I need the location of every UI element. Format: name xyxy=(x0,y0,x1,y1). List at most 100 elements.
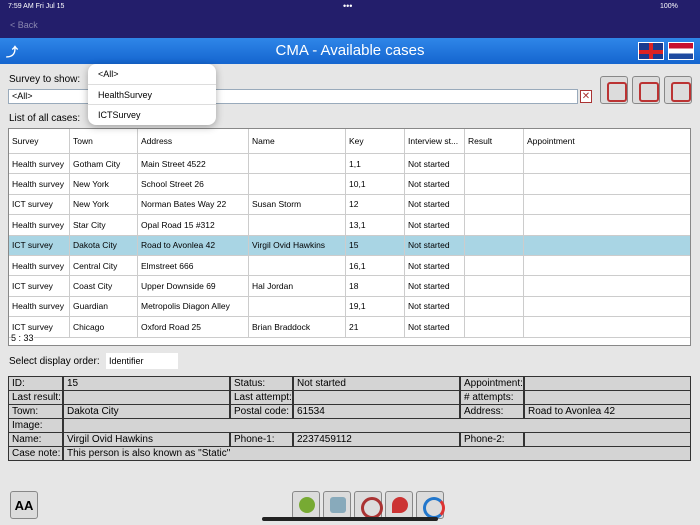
field-value xyxy=(524,376,691,391)
table-cell[interactable]: Not started xyxy=(405,194,465,216)
table-cell[interactable] xyxy=(249,215,346,236)
table-cell[interactable]: ICT survey xyxy=(9,235,70,256)
table-cell[interactable] xyxy=(465,317,524,338)
table-cell[interactable]: Dakota City xyxy=(70,235,138,256)
table-cell[interactable] xyxy=(465,256,524,277)
column-header: Address xyxy=(138,129,249,154)
action-button[interactable] xyxy=(632,76,660,104)
table-cell[interactable] xyxy=(465,215,524,236)
status-time: 7:59 AM Fri Jul 15 xyxy=(8,3,65,10)
table-cell[interactable]: Health survey xyxy=(9,256,70,277)
table-cell[interactable]: Not started xyxy=(405,215,465,236)
table-cell[interactable]: New York xyxy=(70,194,138,216)
table-cell[interactable]: Upper Downside 69 xyxy=(138,276,249,297)
table-cell[interactable]: Central City xyxy=(70,256,138,277)
table-cell[interactable]: 18 xyxy=(346,276,405,297)
table-cell[interactable]: Health survey xyxy=(9,215,70,236)
table-cell[interactable]: 16,1 xyxy=(346,256,405,277)
order-select[interactable]: Identifier xyxy=(106,353,178,369)
table-cell[interactable] xyxy=(465,174,524,195)
table-cell[interactable]: Brian Braddock xyxy=(249,317,346,338)
table-cell[interactable] xyxy=(249,174,346,195)
table-cell[interactable]: 19,1 xyxy=(346,296,405,318)
table-cell[interactable]: Opal Road 15 #312 xyxy=(138,215,249,236)
action-button[interactable] xyxy=(664,76,692,104)
table-cell[interactable]: 10,1 xyxy=(346,174,405,195)
flag-nl[interactable] xyxy=(668,42,694,60)
dropdown-option[interactable]: HealthSurvey xyxy=(88,84,216,105)
column-header: Result xyxy=(465,129,524,154)
table-cell[interactable]: 12 xyxy=(346,194,405,216)
flag-uk[interactable] xyxy=(638,42,664,60)
table-cell[interactable] xyxy=(249,296,346,318)
table-cell[interactable] xyxy=(524,317,690,338)
table-cell[interactable]: Star City xyxy=(70,215,138,236)
table-cell[interactable]: Guardian xyxy=(70,296,138,318)
table-cell[interactable] xyxy=(524,276,690,297)
table-cell[interactable] xyxy=(465,276,524,297)
table-cell[interactable] xyxy=(465,154,524,175)
clear-button[interactable]: ✕ xyxy=(580,90,592,103)
table-cell[interactable] xyxy=(465,235,524,256)
field-value: This person is also known as "Static" xyxy=(63,446,691,461)
dropdown-option[interactable]: ICTSurvey xyxy=(88,104,216,125)
table-cell[interactable] xyxy=(465,194,524,216)
table-cell[interactable]: Virgil Ovid Hawkins xyxy=(249,235,346,256)
field-label: Appointment: xyxy=(460,376,524,391)
table-cell[interactable]: ICT survey xyxy=(9,317,70,338)
menu-icon[interactable]: ⤴ xyxy=(6,45,19,59)
table-cell[interactable] xyxy=(524,235,690,256)
table-cell[interactable]: Chicago xyxy=(70,317,138,338)
table-cell[interactable]: Not started xyxy=(405,256,465,277)
action-button[interactable] xyxy=(600,76,628,104)
table-cell[interactable]: 21 xyxy=(346,317,405,338)
table-cell[interactable]: Elmstreet 666 xyxy=(138,256,249,277)
tool-button[interactable] xyxy=(354,491,383,519)
table-cell[interactable]: Metropolis Diagon Alley xyxy=(138,296,249,318)
table-cell[interactable]: Health survey xyxy=(9,174,70,195)
table-cell[interactable] xyxy=(249,256,346,277)
field-value xyxy=(293,390,460,405)
table-cell[interactable] xyxy=(524,215,690,236)
table-cell[interactable]: Not started xyxy=(405,296,465,318)
filter-value: <All> xyxy=(12,91,33,101)
table-cell[interactable]: Not started xyxy=(405,154,465,175)
tool-button[interactable] xyxy=(292,491,320,519)
table-cell[interactable]: Gotham City xyxy=(70,154,138,175)
font-button[interactable]: AA xyxy=(10,491,38,519)
table-cell[interactable]: ICT survey xyxy=(9,276,70,297)
tool-button[interactable] xyxy=(323,491,351,519)
table-cell[interactable] xyxy=(524,174,690,195)
back-button[interactable]: < Back xyxy=(10,20,38,30)
table-cell[interactable]: Not started xyxy=(405,276,465,297)
table-cell[interactable]: 1,1 xyxy=(346,154,405,175)
table-cell[interactable]: 15 xyxy=(346,235,405,256)
table-cell[interactable]: Main Street 4522 xyxy=(138,154,249,175)
table-cell[interactable] xyxy=(465,296,524,318)
table-cell[interactable]: ICT survey xyxy=(9,194,70,216)
table-cell[interactable] xyxy=(524,296,690,318)
table-cell[interactable]: Hal Jordan xyxy=(249,276,346,297)
table-cell[interactable] xyxy=(524,154,690,175)
tool-button[interactable] xyxy=(385,491,413,519)
table-cell[interactable]: 13,1 xyxy=(346,215,405,236)
dropdown-option[interactable]: <All> xyxy=(98,69,119,79)
table-cell[interactable]: New York xyxy=(70,174,138,195)
table-cell[interactable]: Not started xyxy=(405,317,465,338)
table-cell[interactable] xyxy=(249,154,346,175)
table-cell[interactable]: Coast City xyxy=(70,276,138,297)
table-cell[interactable]: Health survey xyxy=(9,154,70,175)
table-cell[interactable] xyxy=(524,256,690,277)
table-cell[interactable]: Not started xyxy=(405,174,465,195)
table-cell[interactable]: Oxford Road 25 xyxy=(138,317,249,338)
table-cell[interactable]: Susan Storm xyxy=(249,194,346,216)
table-cell[interactable]: Health survey xyxy=(9,296,70,318)
table-cell[interactable]: School Street 26 xyxy=(138,174,249,195)
table-cell[interactable]: Norman Bates Way 22 xyxy=(138,194,249,216)
tool-button[interactable] xyxy=(416,491,445,519)
table-cell[interactable]: Not started xyxy=(405,235,465,256)
order-label: Select display order: xyxy=(9,356,100,367)
table-cell[interactable]: Road to Avonlea 42 xyxy=(138,235,249,256)
table-cell[interactable] xyxy=(524,194,690,216)
